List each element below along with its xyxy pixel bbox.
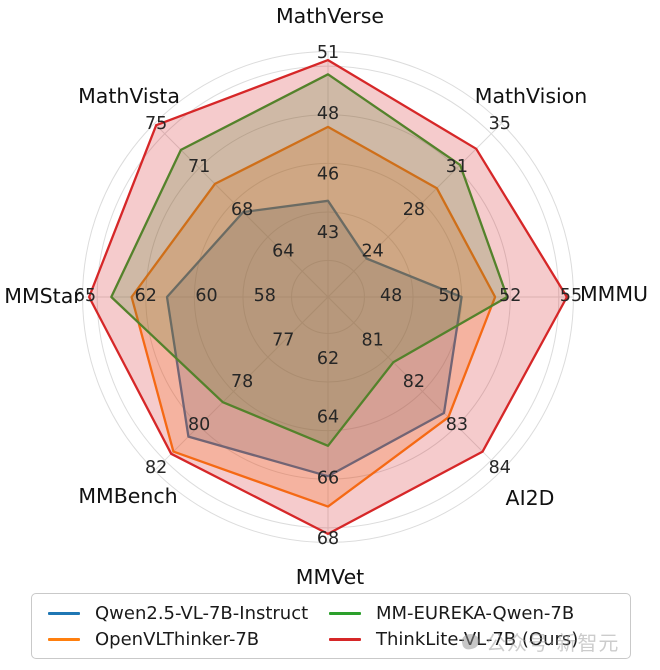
axis-tick-label: 80 — [188, 415, 210, 435]
axis-tick-label: 78 — [231, 372, 253, 392]
axis-tick-label: 28 — [403, 200, 425, 220]
axis-label-mmstar: MMStar — [4, 284, 82, 308]
axis-tick-label: 84 — [489, 458, 511, 478]
axis-tick-label: 46 — [317, 165, 339, 185]
legend-item[interactable]: ThinkLite-VL-7B (Ours) — [329, 629, 630, 650]
axis-tick-label: 58 — [254, 286, 276, 306]
axis-tick-label: 68 — [231, 200, 253, 220]
axis-tick-label: 83 — [446, 415, 468, 435]
legend-label: OpenVLThinker-7B — [95, 628, 260, 650]
axis-label-mmvet: MMVet — [296, 565, 364, 589]
axis-tick-label: 48 — [380, 286, 402, 306]
axis-label-mathverse: MathVerse — [276, 4, 384, 28]
axis-tick-label: 51 — [317, 43, 339, 63]
legend-label: ThinkLite-VL-7B (Ours) — [376, 628, 579, 650]
axis-tick-label: 50 — [438, 286, 460, 306]
axis-tick-label: 35 — [489, 114, 511, 134]
axis-label-mathvision: MathVision — [475, 84, 587, 108]
axis-tick-label: 65 — [74, 286, 96, 306]
legend-line-sample — [329, 611, 361, 615]
axis-label-ai2d: AI2D — [506, 486, 555, 510]
axis-tick-label: 31 — [446, 157, 468, 177]
axis-tick-label: 60 — [195, 286, 217, 306]
legend-item[interactable]: Qwen2.5-VL-7B-Instruct — [48, 603, 329, 624]
axis-tick-label: 62 — [317, 349, 339, 369]
axis-tick-label: 71 — [188, 157, 210, 177]
legend-line-sample — [329, 637, 361, 641]
legend-line-sample — [48, 637, 80, 641]
axis-tick-label: 66 — [317, 468, 339, 488]
axis-tick-label: 68 — [317, 529, 339, 549]
legend-item[interactable]: MM-EUREKA-Qwen-7B — [329, 603, 630, 624]
legend-label: Qwen2.5-VL-7B-Instruct — [95, 602, 309, 624]
axis-tick-label: 64 — [317, 408, 339, 428]
legend-line-sample — [48, 611, 80, 615]
axis-spoke — [327, 296, 502, 471]
axis-label-mmbench: MMBench — [78, 484, 177, 508]
axis-tick-label: 82 — [145, 458, 167, 478]
axis-spoke — [327, 123, 502, 298]
series-polygon-qwen2-5-vl-7b-instruct — [165, 199, 463, 478]
axis-tick-label: 62 — [135, 286, 157, 306]
axis-tick-label: 48 — [317, 104, 339, 124]
axis-tick-label: 52 — [499, 286, 521, 306]
radar-chart: 51 48 46 43 35 31 28 24 55 52 50 48 84 83 82 81 68 66 64 62… — [4, 4, 648, 589]
axis-tick-label: 64 — [272, 241, 294, 261]
series-polygon-thinklite-vl-7b-ours- — [87, 58, 569, 536]
series-polygon-openvlthinker-7b — [130, 125, 497, 508]
axis-label-mathvista: MathVista — [78, 84, 180, 108]
axis-tick-label: 43 — [317, 223, 339, 243]
axis-tick-label: 77 — [272, 331, 294, 351]
axis-tick-label: 81 — [362, 331, 384, 351]
axis-tick-label: 24 — [362, 241, 384, 261]
legend-item[interactable]: OpenVLThinker-7B — [48, 629, 329, 650]
legend-label: MM-EUREKA-Qwen-7B — [376, 602, 575, 624]
series-polygon-mm-eureka-qwen-7b — [110, 73, 509, 447]
axis-tick-label: 82 — [403, 372, 425, 392]
axis-spoke — [154, 296, 329, 471]
axis-tick-label: 75 — [145, 114, 167, 134]
legend: Qwen2.5-VL-7B-Instruct MM-EUREKA-Qwen-7B… — [31, 593, 631, 659]
axis-label-mmmu: MMMU — [580, 282, 648, 306]
axis-spoke — [154, 123, 329, 298]
axis-tick-label: 55 — [560, 286, 582, 306]
